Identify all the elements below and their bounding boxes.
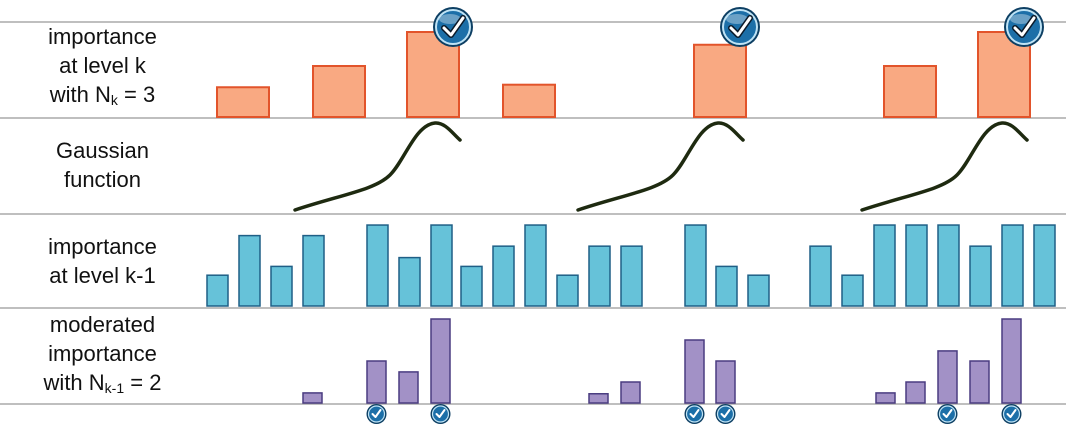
bar [684, 339, 705, 404]
bar [312, 65, 366, 118]
bar [969, 245, 992, 307]
bar [809, 245, 832, 307]
label-line: importance [48, 234, 157, 259]
bar [841, 274, 864, 307]
bar [588, 245, 611, 307]
label-line: with Nk = 3 [49, 82, 156, 108]
small-check-icon [1001, 404, 1022, 424]
small-check-icon [366, 404, 387, 424]
selected-check-icons [433, 7, 1044, 47]
bar [430, 318, 451, 404]
bar [398, 371, 419, 404]
label-line: at level k-1 [49, 263, 156, 288]
importance-level-k-bars [216, 31, 1031, 118]
label-importance-level-k: importance at level k with Nk = 3 [0, 22, 205, 109]
small-check-icon [684, 404, 705, 424]
bar [366, 360, 387, 404]
label-importance-level-k-1: importance at level k-1 [0, 232, 205, 290]
bar [693, 43, 747, 118]
bar [502, 83, 556, 118]
label-line: with Nk-1 = 2 [43, 370, 162, 396]
bar [715, 360, 736, 404]
small-check-icon [715, 404, 736, 424]
gaussian-curve [860, 121, 1029, 212]
bar [302, 392, 323, 404]
small-check-icon [430, 404, 451, 424]
bar [366, 224, 389, 307]
label-moderated-importance: moderated importance with Nk-1 = 2 [0, 310, 205, 397]
label-line: importance [48, 341, 157, 366]
bar [588, 393, 609, 404]
bar [937, 350, 958, 404]
bar [556, 274, 579, 307]
label-line: function [63, 167, 142, 192]
bar [875, 392, 896, 404]
bar [1033, 224, 1056, 307]
bar [430, 224, 453, 307]
bar [1001, 224, 1024, 307]
bar [873, 224, 896, 307]
bar [969, 360, 990, 404]
bar [620, 381, 641, 404]
bar [492, 245, 515, 307]
bar [937, 224, 960, 307]
gaussian-curves [293, 121, 1029, 212]
bar [747, 274, 770, 307]
selected-small-check-icons [366, 404, 1022, 424]
bar [460, 265, 483, 307]
label-line: Gaussian [56, 138, 149, 163]
check-icon [720, 7, 760, 47]
check-icon [433, 7, 473, 47]
bar [1001, 318, 1022, 404]
check-icon [1004, 7, 1044, 47]
bar [206, 274, 229, 307]
moderated-importance-bars [302, 318, 1022, 404]
bar [684, 224, 707, 307]
bar [905, 381, 926, 404]
label-line: at level k [59, 53, 146, 78]
label-line: importance [48, 24, 157, 49]
bar [270, 265, 293, 307]
gaussian-curve [576, 121, 745, 212]
importance-level-k-1-bars [206, 224, 1056, 307]
bar [216, 86, 270, 118]
label-line: moderated [49, 312, 156, 337]
gaussian-curve [293, 121, 462, 212]
bar [398, 256, 421, 307]
bar [620, 245, 643, 307]
bar [715, 265, 738, 307]
label-gaussian-function: Gaussian function [0, 136, 205, 194]
bar [302, 234, 325, 307]
bar [238, 234, 261, 307]
small-check-icon [937, 404, 958, 424]
bar [883, 65, 937, 118]
bar [524, 224, 547, 307]
bar [905, 224, 928, 307]
